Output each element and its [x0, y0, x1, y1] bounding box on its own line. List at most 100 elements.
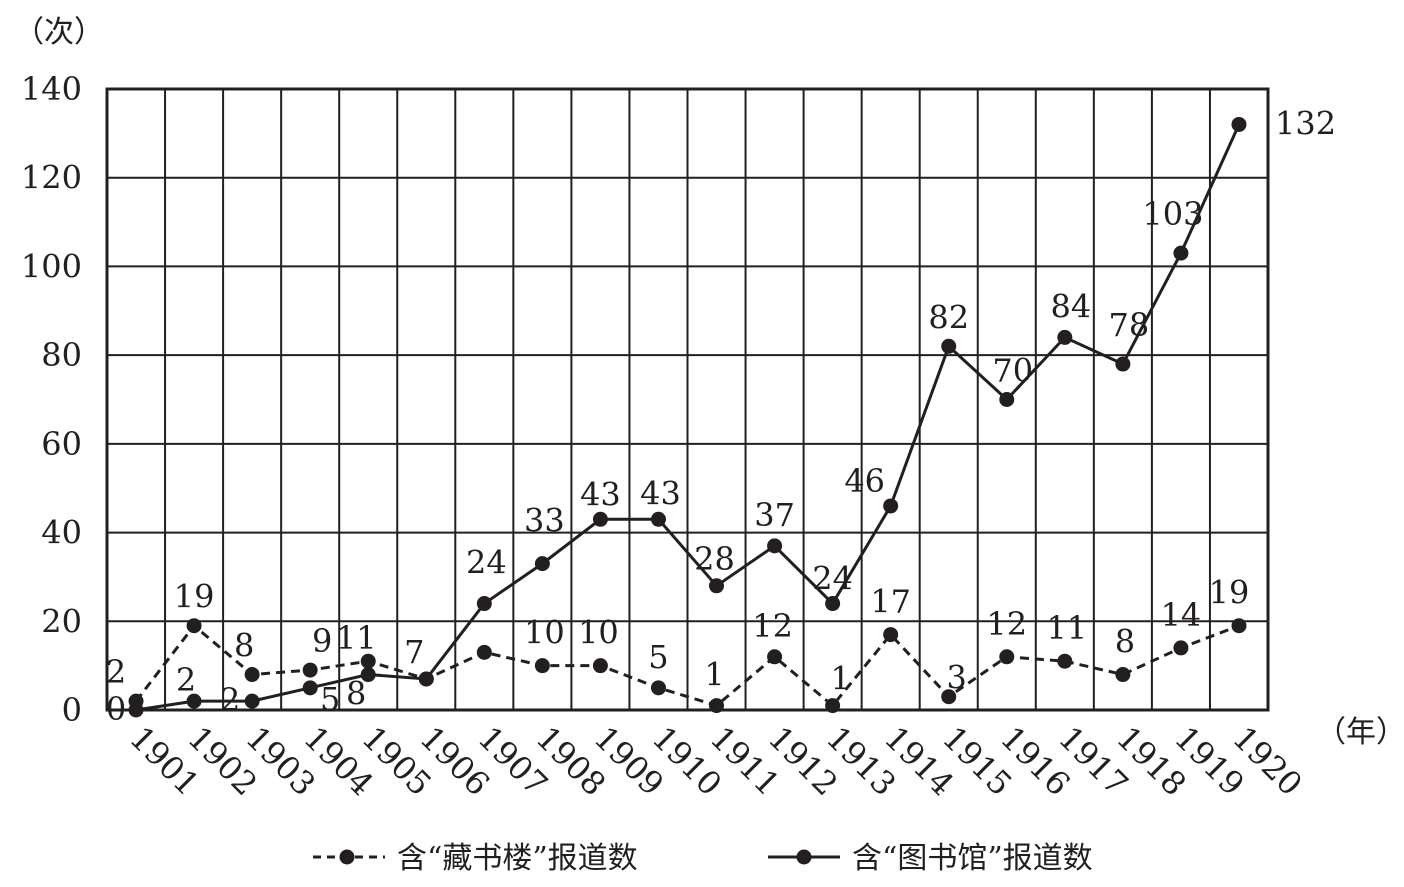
data-point	[476, 596, 492, 612]
data-point	[244, 667, 260, 683]
data-point	[360, 667, 376, 683]
data-point	[302, 680, 318, 696]
data-point	[592, 658, 608, 674]
y-tick-label: 140	[21, 70, 82, 108]
data-point	[1173, 245, 1189, 261]
data-label: 24	[466, 544, 507, 582]
data-label: 1	[704, 656, 724, 694]
data-label: 43	[580, 475, 621, 513]
y-axis-ticks: 0 20 40 60 80 100 120 140	[21, 70, 82, 729]
data-label: 8	[234, 627, 254, 665]
data-label: 33	[524, 502, 565, 540]
data-label: 1	[830, 660, 850, 698]
data-point	[1057, 653, 1073, 669]
data-point	[128, 702, 144, 718]
plot-frame	[105, 87, 1270, 712]
data-point	[476, 644, 492, 660]
data-point	[244, 693, 260, 709]
data-label: 8	[1115, 623, 1135, 661]
data-label: 9	[312, 622, 332, 660]
y-tick-label: 80	[41, 336, 82, 374]
x-axis-ticks: 1901190219031904190519061907190819091910…	[122, 719, 1309, 803]
y-tick-label: 60	[41, 425, 82, 463]
data-point	[592, 511, 608, 527]
data-label: 17	[870, 583, 911, 621]
data-point	[999, 649, 1015, 665]
data-label: 103	[1142, 195, 1203, 233]
data-point	[767, 538, 783, 554]
data-label: 2	[220, 681, 240, 719]
series-line-cangshulou	[134, 623, 1240, 708]
data-label: 10	[578, 614, 619, 652]
data-point	[1173, 640, 1189, 656]
data-label: 43	[640, 474, 681, 512]
data-point	[709, 578, 725, 594]
y-tick-label: 40	[41, 514, 82, 552]
data-point	[883, 498, 899, 514]
y-tick-label: 120	[21, 159, 82, 197]
data-point	[1115, 356, 1131, 372]
data-label: 37	[754, 496, 795, 534]
data-point	[302, 662, 318, 678]
data-point	[709, 698, 725, 714]
data-point	[650, 680, 666, 696]
data-label: 5	[648, 638, 668, 676]
data-point	[1115, 667, 1131, 683]
data-label: 82	[928, 298, 969, 336]
data-point	[825, 596, 841, 612]
data-label: 19	[174, 578, 215, 616]
data-label: 46	[844, 462, 885, 500]
data-point	[999, 392, 1015, 407]
data-point	[534, 556, 550, 572]
data-label: 3	[947, 659, 967, 697]
data-label: 70	[992, 352, 1033, 390]
data-point	[1231, 618, 1247, 634]
data-point	[941, 338, 957, 354]
data-label: 0	[106, 690, 126, 728]
legend-label: 含“藏书楼”报道数	[397, 841, 638, 876]
data-point	[1231, 116, 1247, 132]
data-label: 28	[694, 540, 735, 578]
data-point	[534, 658, 550, 674]
data-label: 19	[1209, 574, 1250, 612]
data-label: 12	[752, 607, 793, 645]
data-label: 5	[320, 680, 340, 718]
data-label: 7	[404, 633, 424, 671]
y-tick-label: 0	[62, 691, 82, 729]
legend-marker	[796, 849, 812, 865]
data-label: 8	[346, 675, 366, 713]
series-line-tushuguan	[135, 123, 1241, 712]
data-label: 14	[1161, 596, 1202, 634]
data-point	[767, 649, 783, 665]
data-label: 12	[986, 605, 1027, 643]
data-label: 2	[176, 661, 196, 699]
data-point	[418, 671, 434, 687]
series-layer	[128, 116, 1247, 718]
data-label: 78	[1109, 306, 1150, 344]
data-point	[941, 689, 957, 705]
data-label: 11	[336, 619, 377, 657]
y-axis-label: （次）	[14, 15, 104, 50]
data-label: 10	[524, 614, 565, 652]
y-tick-label: 100	[21, 247, 82, 285]
data-label: 11	[1046, 609, 1087, 647]
legend: 含“藏书楼”报道数 含“图书馆”报道数	[313, 841, 1093, 876]
x-tick-label: 1920	[1225, 719, 1309, 803]
data-label: 132	[1275, 104, 1336, 142]
data-point	[650, 511, 666, 527]
data-point	[883, 627, 899, 643]
data-point	[1057, 329, 1073, 345]
data-point	[825, 698, 841, 714]
legend-label: 含“图书馆”报道数	[852, 841, 1093, 876]
data-point	[186, 693, 202, 709]
legend-marker	[339, 849, 355, 865]
x-axis-label: （年）	[1316, 715, 1404, 750]
data-point	[360, 653, 376, 669]
data-label: 2	[106, 653, 126, 691]
data-label: 84	[1050, 287, 1091, 325]
data-point	[186, 618, 202, 634]
data-label: 24	[812, 560, 853, 598]
